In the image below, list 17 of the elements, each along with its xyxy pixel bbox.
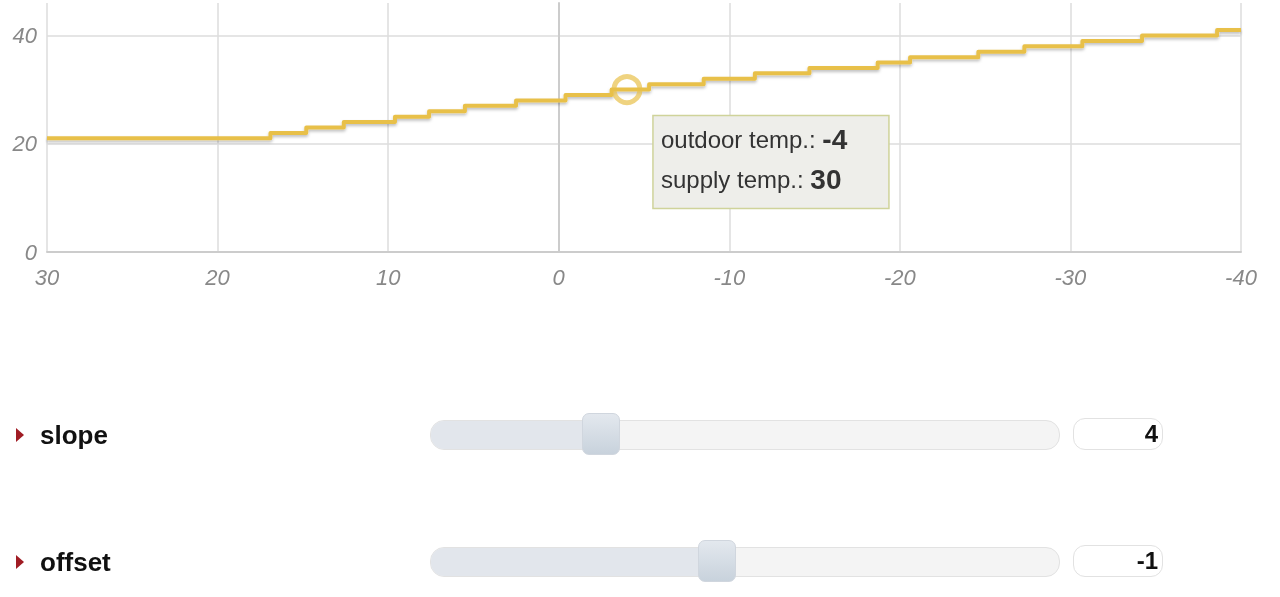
x-tick-label: 20 [204, 264, 231, 290]
annotation: outdoor temp.: -4 [660, 124, 848, 156]
y-tick-label: 20 [11, 131, 38, 157]
x-tick-label: 10 [375, 264, 402, 290]
text: slope [40, 419, 108, 451]
x-tick-label: -40 [1225, 264, 1258, 290]
y-tick-label: 0 [24, 239, 38, 265]
x-tick-label: -10 [713, 264, 746, 290]
value-field: -1 [1073, 545, 1163, 577]
x-tick-label: -20 [883, 264, 917, 290]
annotation: supply temp.: 30 [660, 164, 842, 196]
text: offset [40, 546, 111, 578]
x-tick-label: 0 [552, 264, 566, 290]
x-tick-label: -30 [1054, 264, 1088, 290]
x-tick-label: 30 [34, 264, 60, 290]
value-field: 4 [1073, 418, 1163, 450]
y-tick-label: 40 [12, 22, 38, 48]
